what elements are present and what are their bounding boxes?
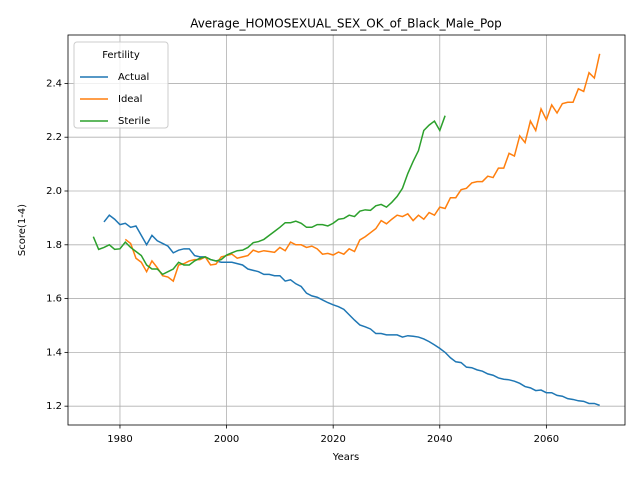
x-tick-label: 2040 <box>427 434 452 445</box>
y-tick-label: 2.2 <box>46 132 62 143</box>
y-tick-label: 1.8 <box>46 240 62 251</box>
y-axis-label: Score(1-4) <box>17 204 28 256</box>
legend-box <box>73 41 169 129</box>
legend-label: Ideal <box>118 94 142 105</box>
legend-title: Fertility <box>102 50 140 61</box>
chart-title: Average_HOMOSEXUAL_SEX_OK_of_Black_Male_… <box>190 17 502 31</box>
y-tick-label: 1.2 <box>46 401 62 412</box>
x-axis-label: Years <box>332 452 359 463</box>
x-tick-label: 2020 <box>320 434 345 445</box>
x-tick-label: 2000 <box>214 434 239 445</box>
y-tick-label: 1.4 <box>46 347 62 358</box>
legend-label: Actual <box>118 72 149 83</box>
y-tick-label: 2.0 <box>46 186 62 197</box>
legend-label: Sterile <box>118 116 150 127</box>
x-tick-label: 1980 <box>107 434 132 445</box>
data-line <box>92 115 446 276</box>
x-tick-label: 2060 <box>534 434 559 445</box>
y-tick-label: 2.4 <box>46 78 62 89</box>
data-line <box>124 53 601 283</box>
axes-frame <box>67 34 626 426</box>
y-tick-label: 1.6 <box>46 294 62 305</box>
data-line <box>103 214 600 407</box>
